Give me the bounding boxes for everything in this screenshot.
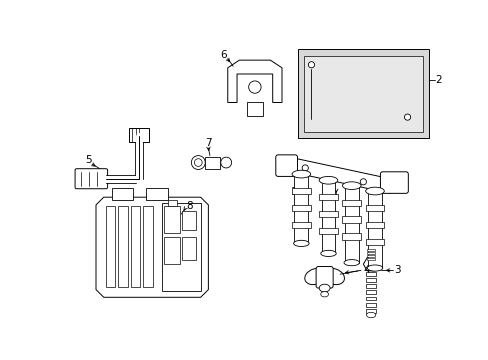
Bar xyxy=(366,284,375,288)
FancyBboxPatch shape xyxy=(275,155,297,176)
Circle shape xyxy=(302,165,308,171)
Ellipse shape xyxy=(320,292,328,297)
Text: 5: 5 xyxy=(85,155,91,165)
Circle shape xyxy=(404,114,410,120)
Bar xyxy=(106,206,115,287)
Circle shape xyxy=(308,62,314,68)
Bar xyxy=(291,188,310,194)
Text: 8: 8 xyxy=(186,202,193,211)
Bar xyxy=(366,252,374,254)
Bar xyxy=(182,237,196,260)
FancyBboxPatch shape xyxy=(380,172,407,193)
Bar xyxy=(344,186,358,263)
Bar xyxy=(366,303,375,306)
Bar xyxy=(294,174,308,243)
Bar xyxy=(291,222,310,228)
Circle shape xyxy=(360,179,366,185)
Bar xyxy=(321,180,335,253)
Bar xyxy=(162,203,200,291)
Bar xyxy=(118,206,127,287)
Ellipse shape xyxy=(365,187,384,195)
Bar xyxy=(366,249,374,251)
Ellipse shape xyxy=(319,284,329,292)
Circle shape xyxy=(248,81,261,93)
Bar xyxy=(366,291,375,294)
Bar xyxy=(291,205,310,211)
Bar xyxy=(365,205,384,211)
Ellipse shape xyxy=(320,250,336,256)
Polygon shape xyxy=(246,103,262,116)
Bar xyxy=(143,206,152,287)
Polygon shape xyxy=(289,157,390,193)
Ellipse shape xyxy=(343,260,359,266)
Bar xyxy=(342,233,360,239)
Polygon shape xyxy=(96,197,208,297)
Bar xyxy=(366,272,375,276)
Bar xyxy=(342,199,360,206)
Ellipse shape xyxy=(342,182,360,189)
Bar xyxy=(367,191,381,268)
Bar xyxy=(303,55,422,132)
Bar xyxy=(164,206,179,233)
Bar xyxy=(365,222,384,228)
Ellipse shape xyxy=(291,170,310,178)
Bar xyxy=(365,239,384,245)
Bar xyxy=(111,188,133,199)
Bar xyxy=(319,228,337,234)
Bar xyxy=(366,278,375,282)
FancyBboxPatch shape xyxy=(75,169,107,189)
Ellipse shape xyxy=(319,176,337,184)
Bar xyxy=(366,309,375,313)
Polygon shape xyxy=(227,60,282,103)
Bar xyxy=(319,194,337,200)
Text: 6: 6 xyxy=(220,50,227,60)
Bar xyxy=(168,199,177,206)
Circle shape xyxy=(220,157,231,168)
Ellipse shape xyxy=(304,269,325,285)
Text: 2: 2 xyxy=(434,75,441,85)
Bar xyxy=(366,255,374,257)
Bar xyxy=(368,247,373,261)
Bar xyxy=(129,128,148,142)
Bar xyxy=(366,258,374,260)
Bar xyxy=(342,216,360,222)
Bar xyxy=(319,211,337,217)
Bar xyxy=(146,188,168,199)
Ellipse shape xyxy=(366,265,382,271)
Bar xyxy=(366,297,375,300)
Ellipse shape xyxy=(366,312,375,318)
Bar xyxy=(204,157,220,169)
Text: 4: 4 xyxy=(363,265,369,275)
Text: 3: 3 xyxy=(393,265,400,275)
Bar xyxy=(182,211,196,230)
Circle shape xyxy=(194,159,202,166)
Bar xyxy=(131,206,140,287)
Circle shape xyxy=(191,156,205,170)
Bar xyxy=(297,49,428,138)
Bar xyxy=(164,237,179,264)
Text: 7: 7 xyxy=(204,138,211,148)
Ellipse shape xyxy=(293,240,308,247)
Ellipse shape xyxy=(323,269,344,285)
FancyBboxPatch shape xyxy=(315,266,332,288)
Text: 1: 1 xyxy=(290,186,297,197)
